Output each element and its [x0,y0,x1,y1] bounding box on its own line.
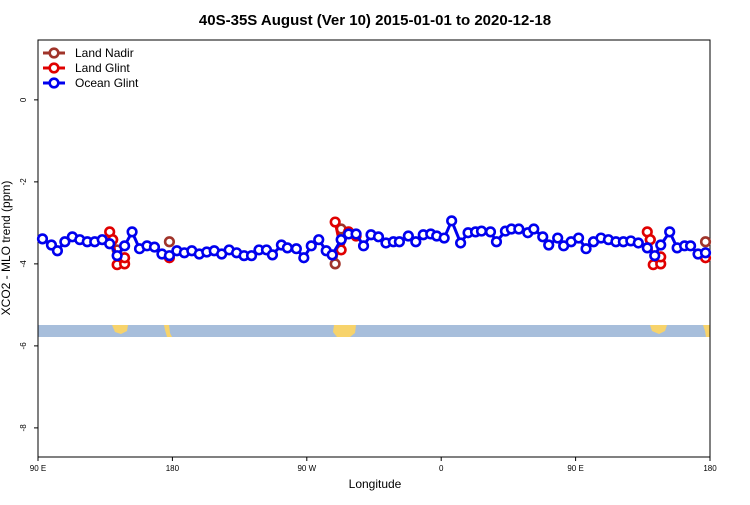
y-axis-label: XCO2 - MLO trend (ppm) [0,181,13,316]
legend-marker [48,62,60,74]
data-point [305,240,317,252]
data-point [402,230,414,242]
data-point [148,241,161,253]
data-point [329,216,341,228]
data-point [684,240,697,252]
y-tick-label: 0 [19,97,28,102]
data-point [266,249,279,261]
map-strip [38,325,710,337]
data-point [572,232,585,244]
data-point [36,233,49,245]
legend-label: Land Glint [75,61,130,75]
data-point [438,232,450,244]
data-point [326,249,338,261]
data-point [632,237,644,249]
data-point [104,238,116,250]
data-point [126,226,138,238]
data-point [513,223,525,235]
x-tick-label: 0 [439,464,444,473]
data-point [245,250,258,262]
data-point [111,250,123,262]
x-tick-label: 90 W [297,464,316,473]
data-point [580,243,592,255]
data-point [372,231,385,243]
data-point [490,236,503,248]
data-point [455,237,467,249]
data-point [552,232,564,244]
data-point [313,234,325,246]
plot-frame [37,39,711,458]
x-tick-label: 90 E [30,464,46,473]
y-tick-label: -2 [19,178,28,186]
data-point [699,236,712,248]
land-shape [650,325,667,334]
data-point [484,226,497,238]
data-point [281,242,293,254]
legend-label: Land Nadir [75,46,134,60]
ocean-band [38,325,710,337]
x-tick-label: 180 [703,464,717,473]
land-shape [164,325,172,337]
data-point [290,243,302,255]
data-point [393,236,405,248]
data-point [335,244,347,256]
data-point [475,225,488,237]
data-point [119,240,131,252]
data-point [350,228,362,240]
legend-marker [48,47,60,59]
y-tick-label: -6 [19,342,28,350]
data-point [528,223,540,235]
x-tick-label: 90 E [567,464,583,473]
data-point [649,250,661,262]
x-tick-label: 180 [166,464,180,473]
data-point [357,240,370,252]
data-point [59,236,71,248]
data-point [410,236,422,248]
legend-marker [48,77,60,89]
x-axis-label: Longitude [349,477,402,491]
data-point [655,239,667,251]
data-point [51,245,64,257]
data-point [335,234,347,246]
y-tick-label: -4 [19,260,28,268]
land-shape [112,325,128,334]
legend-label: Ocean Glint [75,76,139,90]
data-point [543,239,555,251]
data-point [446,215,458,227]
land-shape [703,325,710,337]
data-point [163,236,176,248]
land-shape [333,325,356,337]
data-point [537,231,549,243]
data-point [298,252,310,264]
chart-title: 40S-35S August (Ver 10) 2015-01-01 to 20… [199,12,551,29]
data-point [699,247,712,259]
data-point [329,258,341,270]
data-point [163,250,176,262]
data-point [641,242,653,254]
y-tick-label: -8 [19,424,28,432]
data-point [664,226,676,238]
